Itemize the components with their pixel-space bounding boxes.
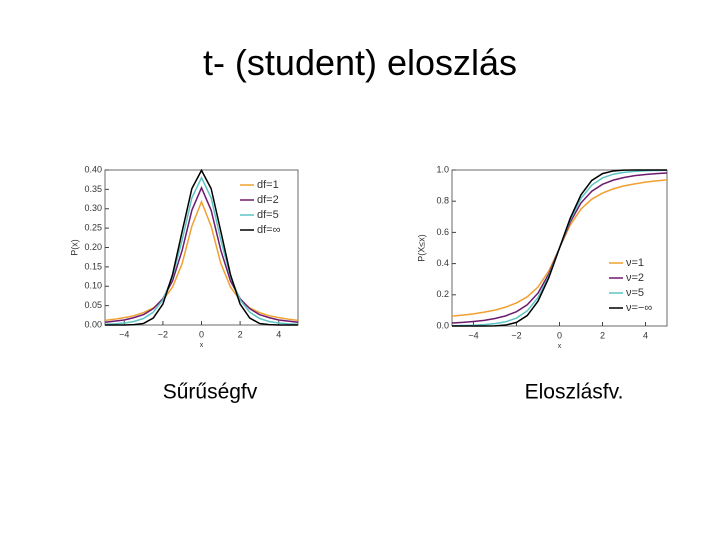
legend-label: ν=1 xyxy=(626,257,644,269)
series-line xyxy=(104,199,299,322)
chart: 0.0 0.2 0.4 0.6 0.8 1.0 −4 −2 0 2 4 x P(X≤x) ν=1 ν=2 ν=… xyxy=(416,164,668,404)
x-tick-label: −2 xyxy=(511,330,521,340)
series-line xyxy=(105,168,298,326)
y-tick-label: 0.2 xyxy=(436,289,449,299)
x-tick-label: 0 xyxy=(557,330,562,340)
series-line xyxy=(104,176,299,325)
y-tick-label: 0.4 xyxy=(436,258,449,268)
x-axis-label: x xyxy=(558,343,562,350)
x-tick-label: 2 xyxy=(238,329,243,339)
legend-label: df=∞ xyxy=(257,224,280,236)
y-tick-label: 1.0 xyxy=(436,164,449,174)
x-axis-label: x xyxy=(200,342,204,349)
x-tick-label: 4 xyxy=(643,330,648,340)
y-tick-label: 0.8 xyxy=(436,196,449,206)
y-tick-label: 0.05 xyxy=(84,300,102,310)
y-axis-label: P(x) xyxy=(69,239,79,256)
x-tick-label: 0 xyxy=(199,329,204,339)
x-tick-label: 2 xyxy=(600,330,605,340)
x-tick-label: −4 xyxy=(468,330,478,340)
legend-label: ν=5 xyxy=(626,287,644,299)
y-tick-label: 0.30 xyxy=(84,203,102,213)
caption: Eloszlásfv. xyxy=(525,381,624,404)
legend-label: ν=−∞ xyxy=(626,302,652,314)
x-tick-label: 4 xyxy=(276,329,281,339)
series-line xyxy=(104,185,299,324)
y-tick-label: 0.35 xyxy=(84,184,102,194)
series-line xyxy=(452,169,667,327)
legend-label: df=2 xyxy=(257,194,279,206)
legend-label: ν=2 xyxy=(626,272,644,284)
y-tick-label: 0.40 xyxy=(84,164,102,174)
y-tick-label: 0.25 xyxy=(84,223,102,233)
slide-title: t- (student) eloszlás xyxy=(202,42,518,83)
y-tick-label: 0.10 xyxy=(84,281,102,291)
chart: 0.00 0.05 0.10 0.15 0.20 0.25 0.30 0.35 0.40 −4 −2… xyxy=(69,164,299,404)
legend-label: df=1 xyxy=(257,179,279,191)
x-tick-label: −2 xyxy=(158,329,168,339)
y-tick-label: 0.00 xyxy=(84,319,102,329)
y-tick-label: 0.0 xyxy=(436,320,449,330)
caption: Sűrűségfv xyxy=(163,381,258,404)
x-tick-label: −4 xyxy=(119,329,129,339)
y-tick-label: 0.20 xyxy=(84,242,102,252)
y-tick-label: 0.6 xyxy=(436,227,449,237)
y-axis-label: P(X≤x) xyxy=(416,234,426,261)
y-tick-label: 0.15 xyxy=(84,261,102,271)
legend-label: df=5 xyxy=(257,209,279,221)
